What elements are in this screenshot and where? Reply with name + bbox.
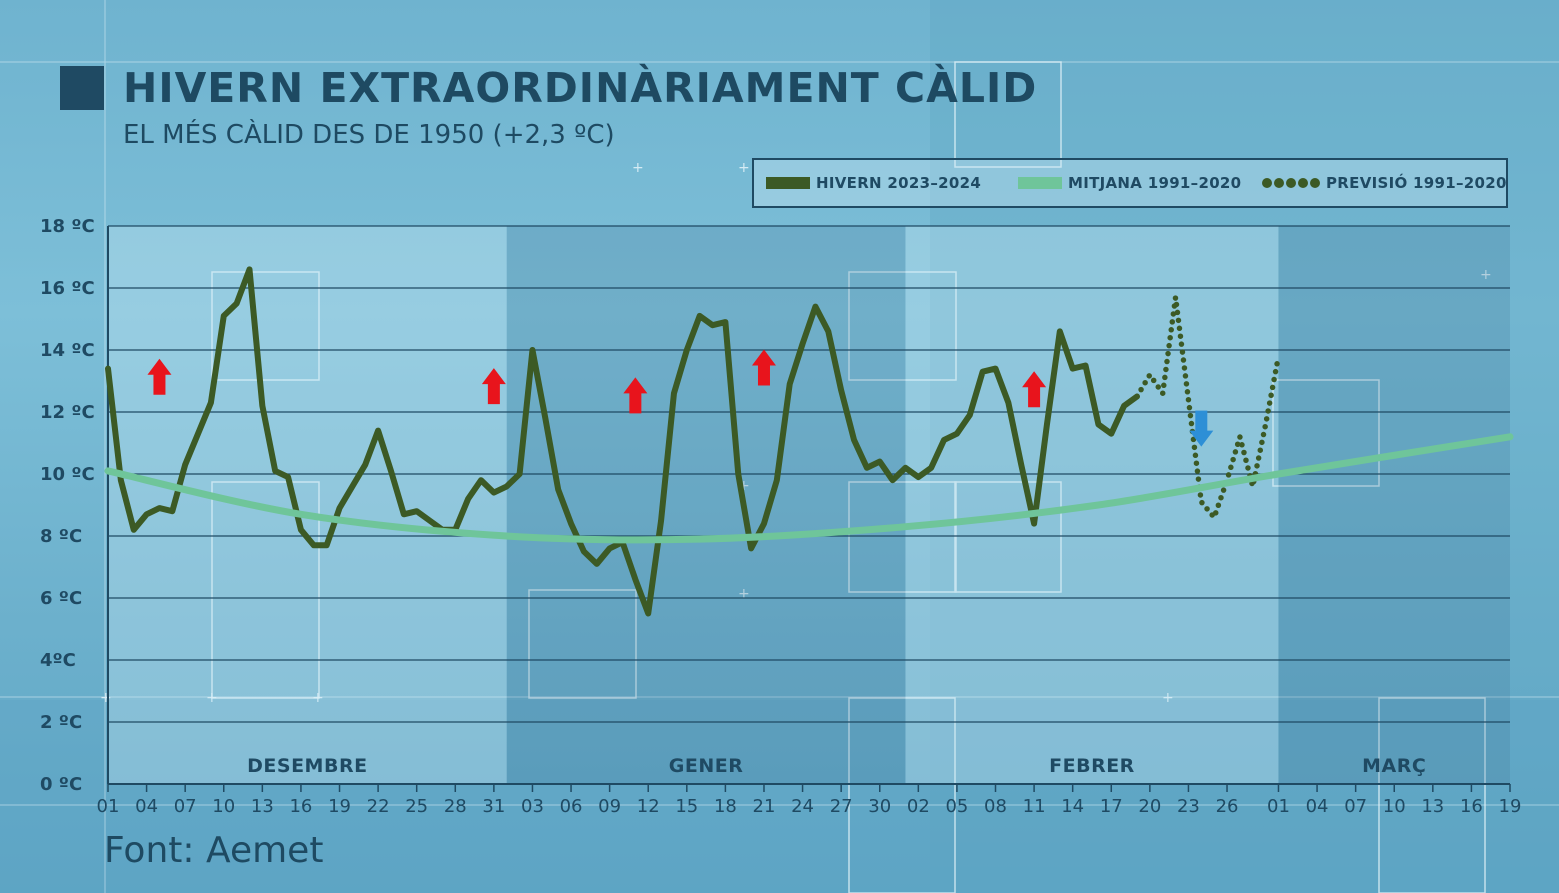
legend-item-forecast: PREVISIÓ 1991–2020 (1262, 160, 1507, 206)
x-tick-label: 10 (1383, 796, 1406, 817)
arrow-up-icon (481, 368, 506, 405)
y-tick-label: 4ºC (40, 650, 76, 671)
x-tick-label: 28 (444, 796, 467, 817)
month-label: DESEMBRE (247, 755, 367, 777)
x-tick-label: 16 (289, 796, 312, 817)
x-tick-label: 31 (482, 796, 505, 817)
x-tick-label: 18 (714, 796, 737, 817)
page-title: HIVERN EXTRAORDINÀRIAMENT CÀLID (123, 64, 1038, 112)
x-tick-label: 10 (212, 796, 235, 817)
x-tick-label: 03 (521, 796, 544, 817)
y-tick-label: 18 ºC (40, 216, 95, 237)
x-tick-label: 17 (1100, 796, 1123, 817)
legend-swatch-mean (1018, 177, 1062, 189)
x-tick-label: 16 (1460, 796, 1483, 817)
month-band (1278, 226, 1510, 784)
svg-text:+: + (738, 478, 750, 494)
svg-text:+: + (1480, 267, 1492, 283)
x-tick-label: 09 (598, 796, 621, 817)
legend-label-history: HIVERN 2023–2024 (816, 174, 982, 192)
x-tick-label: 04 (135, 796, 158, 817)
legend: HIVERN 2023–2024 MITJANA 1991–2020 PREVI… (752, 158, 1508, 208)
arrow-up-icon (147, 358, 172, 395)
x-tick-label: 13 (1421, 796, 1444, 817)
y-tick-label: 16 ºC (40, 278, 95, 299)
legend-swatch-solid (766, 177, 810, 189)
y-tick-label: 8 ºC (40, 526, 82, 547)
x-tick-label: 06 (560, 796, 583, 817)
x-tick-label: 14 (1061, 796, 1084, 817)
legend-label-mean: MITJANA 1991–2020 (1068, 174, 1242, 192)
arrow-up-icon (751, 349, 776, 386)
arrow-up-icon (1022, 371, 1047, 408)
x-tick-label: 19 (328, 796, 351, 817)
y-tick-label: 10 ºC (40, 464, 95, 485)
page-subtitle: EL MÉS CÀLID DES DE 1950 (+2,3 ºC) (123, 120, 615, 150)
legend-swatch-dotted (1262, 178, 1320, 188)
svg-text:+: + (206, 690, 218, 706)
x-tick-label: 07 (1344, 796, 1367, 817)
x-tick-label: 20 (1138, 796, 1161, 817)
svg-text:+: + (1162, 690, 1174, 706)
x-tick-label: 15 (675, 796, 698, 817)
y-tick-label: 14 ºC (40, 340, 95, 361)
y-tick-label: 0 ºC (40, 774, 82, 795)
svg-text:+: + (312, 690, 324, 706)
x-tick-label: 05 (945, 796, 968, 817)
month-label: MARÇ (1362, 755, 1426, 777)
x-tick-label: 22 (367, 796, 390, 817)
y-tick-label: 12 ºC (40, 402, 95, 423)
legend-item-history: HIVERN 2023–2024 (766, 160, 981, 206)
x-tick-label: 24 (791, 796, 814, 817)
month-label: FEBRER (1049, 755, 1135, 777)
series-mean-line (104, 433, 1514, 544)
x-tick-label: 23 (1177, 796, 1200, 817)
x-tick-label: 19 (1499, 796, 1522, 817)
y-tick-label: 6 ºC (40, 588, 82, 609)
arrow-down-icon (1189, 410, 1214, 447)
svg-text:+: + (100, 690, 112, 706)
month-label: GENER (669, 755, 744, 777)
x-tick-label: 30 (868, 796, 891, 817)
month-band (108, 226, 507, 784)
x-tick-label: 02 (907, 796, 930, 817)
svg-text:+: + (738, 160, 750, 176)
svg-text:+: + (738, 586, 750, 602)
legend-item-mean: MITJANA 1991–2020 (1018, 160, 1241, 206)
x-tick-label: 25 (405, 796, 428, 817)
x-tick-label: 01 (1267, 796, 1290, 817)
x-tick-label: 01 (97, 796, 120, 817)
x-tick-label: 26 (1216, 796, 1239, 817)
x-tick-label: 27 (830, 796, 853, 817)
x-tick-label: 08 (984, 796, 1007, 817)
x-tick-label: 13 (251, 796, 274, 817)
x-tick-label: 12 (637, 796, 660, 817)
x-tick-label: 04 (1306, 796, 1329, 817)
svg-text:+: + (632, 160, 644, 176)
title-marker (60, 66, 104, 110)
x-tick-label: 21 (753, 796, 776, 817)
y-tick-label: 2 ºC (40, 712, 82, 733)
arrow-up-icon (623, 377, 648, 414)
x-tick-label: 07 (174, 796, 197, 817)
legend-label-forecast: PREVISIÓ 1991–2020 (1326, 174, 1507, 192)
source-label: Font: Aemet (104, 830, 324, 871)
x-tick-label: 11 (1023, 796, 1046, 817)
